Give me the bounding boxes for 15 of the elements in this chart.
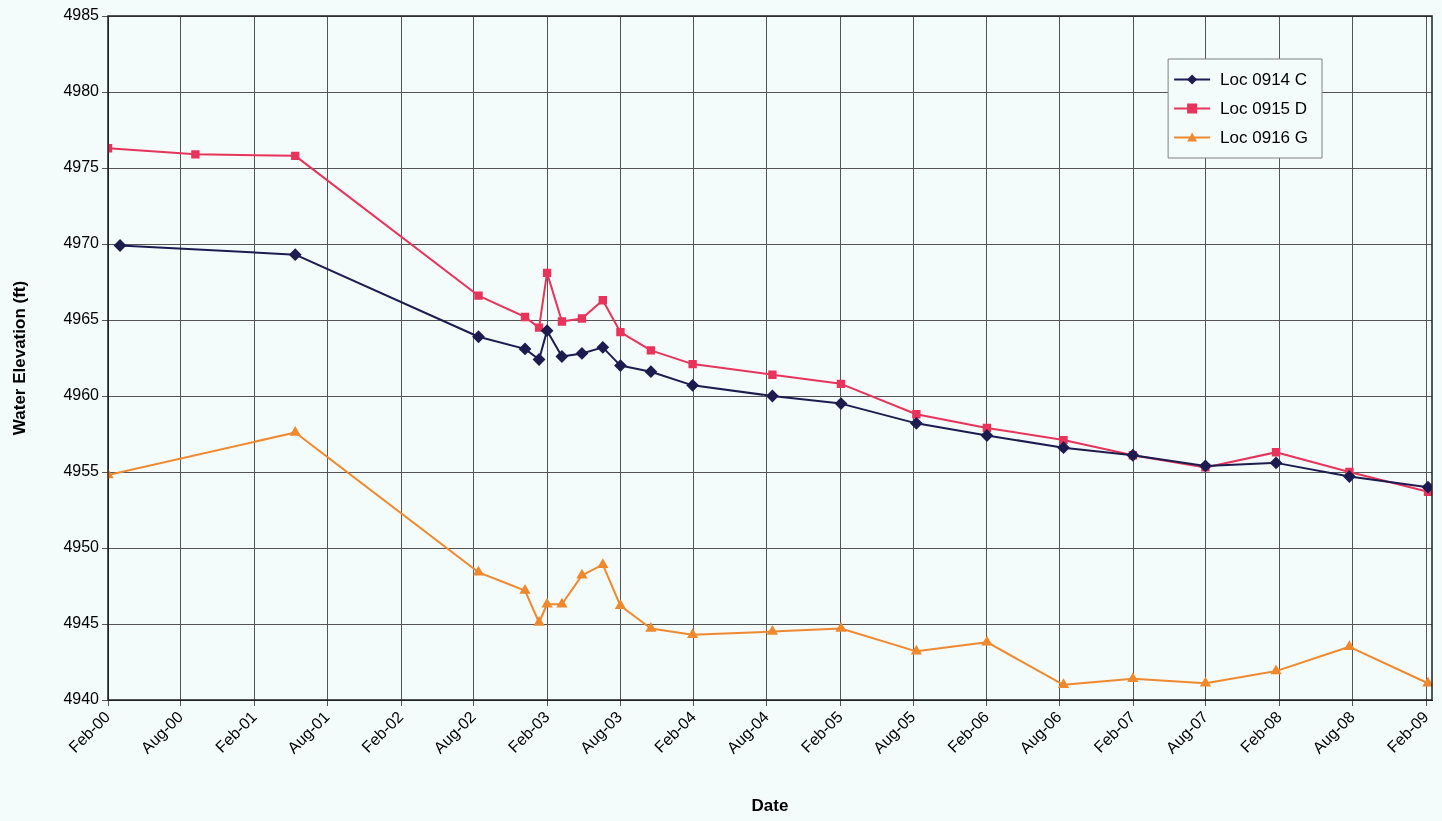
x-axis-title: Date	[751, 796, 789, 816]
legend-label: Loc 0916 G	[1220, 128, 1309, 148]
legend-label: Loc 0914 C	[1220, 70, 1308, 90]
y-tick-label: 4960	[63, 386, 100, 404]
y-tick-label: 4955	[63, 462, 100, 480]
y-tick-label: 4950	[63, 538, 100, 556]
y-tick-label: 4945	[63, 614, 100, 632]
y-tick-label: 4980	[63, 82, 100, 100]
y-tick-label: 4985	[63, 6, 100, 24]
y-axis-title: Water Elevation (ft)	[9, 280, 29, 436]
legend-label: Loc 0915 D	[1220, 99, 1308, 119]
y-tick-label: 4965	[63, 310, 100, 328]
y-tick-label: 4975	[63, 158, 100, 176]
y-tick-label: 4940	[63, 690, 100, 708]
y-tick-label: 4970	[63, 234, 100, 252]
